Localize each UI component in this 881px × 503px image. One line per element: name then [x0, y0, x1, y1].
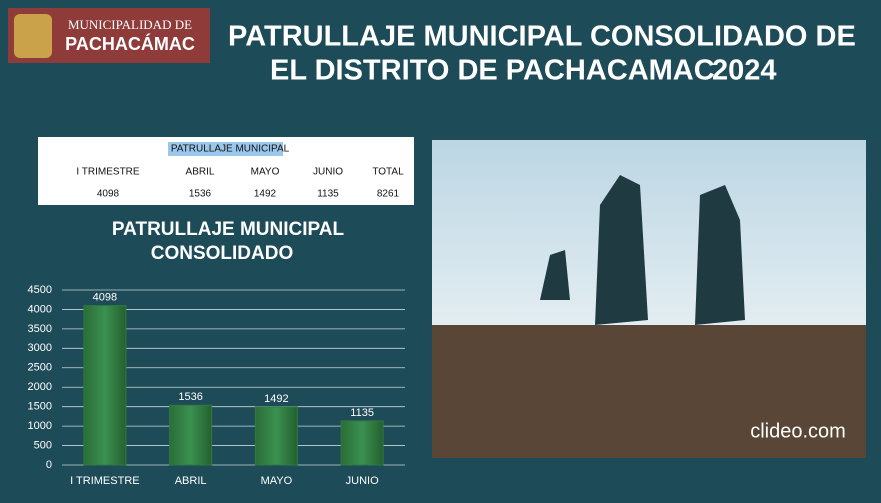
title: EL DISTRITO DE PACHACAMAC [270, 55, 715, 87]
chart: 0 500 1000 1500 2000 2500 3000 3500 4000 4500 I TR… [28, 284, 405, 487]
chart-title: PATRULLAJE MUNICIPAL [112, 219, 345, 240]
watermark: clideo.com [750, 420, 846, 442]
chart-title: CONSOLIDADO [151, 243, 294, 264]
x-tick-label: I TRIMESTRE [70, 475, 139, 487]
logo-text: MUNICIPALIDAD DE [68, 17, 192, 32]
y-tick-label: 2500 [28, 362, 52, 374]
y-tick-label: 1000 [28, 420, 52, 432]
table-cell: 1536 [189, 189, 212, 200]
data-label: 1135 [350, 407, 374, 419]
table-title: PATRULLAJE MUNICIPAL [171, 144, 290, 155]
y-tick-label: 3000 [28, 342, 52, 354]
table-cell: 1492 [254, 189, 277, 200]
y-tick-label: 2000 [28, 381, 52, 393]
data-label: 4098 [93, 292, 117, 304]
table-cell: 1135 [317, 189, 339, 200]
table-header: TOTAL [372, 167, 404, 178]
table-header: JUNIO [313, 167, 343, 178]
logo-text: PACHACÁMAC [65, 33, 195, 54]
y-tick-label: 4000 [28, 303, 52, 315]
photo-figures [540, 175, 745, 325]
bar [340, 420, 384, 466]
bar [83, 305, 127, 466]
title-year: 2024 [712, 55, 777, 87]
table-header: ABRIL [186, 167, 215, 178]
table-header: I TRIMESTRE [76, 167, 139, 178]
table-cell: 4098 [97, 189, 120, 200]
table-header: MAYO [251, 167, 280, 178]
y-tick-label: 500 [34, 439, 52, 451]
y-tick-label: 0 [46, 459, 52, 471]
table: I TRIMESTRE ABRIL MAYO JUNIO TOTAL 4098 1536 14… [76, 167, 404, 200]
y-tick-label: 4500 [28, 284, 52, 296]
data-label: 1536 [178, 391, 202, 403]
highlight [168, 142, 283, 156]
bar [254, 406, 298, 466]
y-tick-label: 1500 [28, 401, 52, 413]
x-tick-label: JUNIO [346, 475, 379, 487]
y-tick-label: 3500 [28, 323, 52, 335]
title: PATRULLAJE MUNICIPAL CONSOLIDADO DE [228, 21, 856, 53]
data-label: 1492 [264, 393, 288, 405]
logo-shield [14, 14, 52, 58]
photo-wall [432, 325, 866, 458]
table-cell: 8261 [377, 189, 400, 200]
x-tick-label: ABRIL [175, 475, 207, 487]
bar [169, 404, 213, 466]
x-tick-label: MAYO [261, 475, 293, 487]
